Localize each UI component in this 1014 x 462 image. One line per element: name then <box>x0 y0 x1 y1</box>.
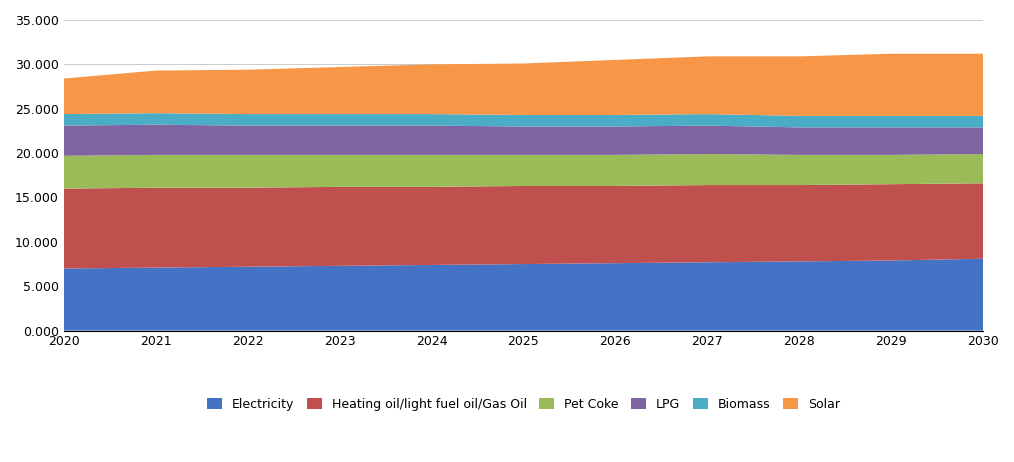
Legend: Electricity, Heating oil/light fuel oil/Gas Oil, Pet Coke, LPG, Biomass, Solar: Electricity, Heating oil/light fuel oil/… <box>202 393 845 416</box>
